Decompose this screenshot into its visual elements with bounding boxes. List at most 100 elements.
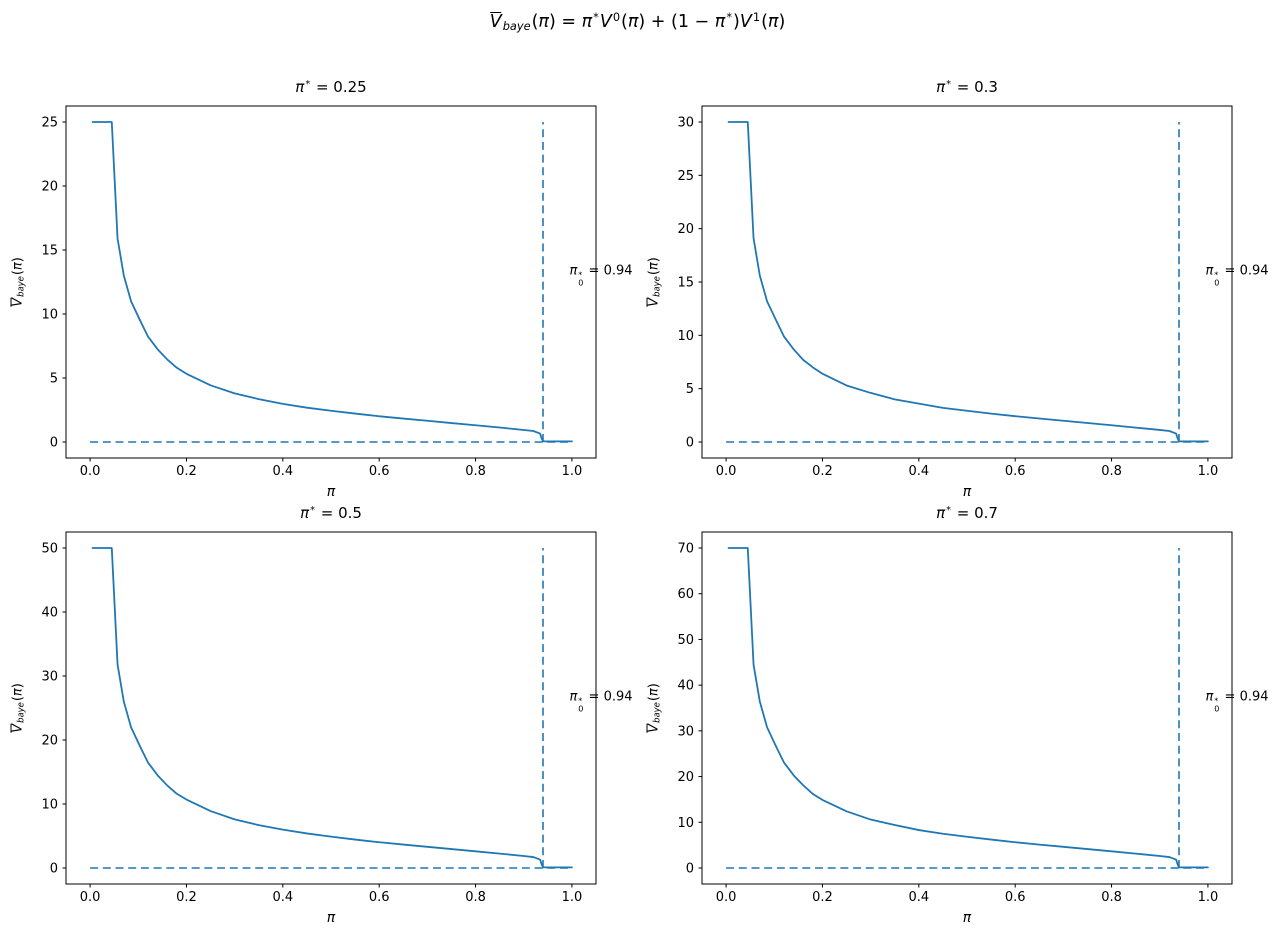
y-tick-label: 25 (677, 169, 694, 184)
math-token: = 0.94 (1220, 262, 1269, 278)
x-tick-label: 0.4 (272, 890, 293, 905)
y-tick-label: 0 (50, 436, 58, 451)
math-token: = 0.25 (311, 78, 367, 96)
math-token: π (581, 12, 593, 32)
math-token: baye (651, 702, 662, 723)
math-token: 1 (752, 9, 761, 24)
axes-box (701, 105, 1233, 459)
x-tick-label: 1.0 (562, 890, 583, 905)
y-tick-label: 30 (41, 670, 58, 685)
math-token: V (489, 12, 502, 32)
axes-box (701, 531, 1233, 885)
math-token: ) (778, 12, 786, 32)
math-token: ) (646, 257, 662, 263)
math-token: * 0 (1214, 696, 1220, 714)
y-axis-label: Vbaye(π) (10, 683, 26, 733)
math-token: * (946, 78, 951, 90)
math-token: ) + (1 − (638, 12, 715, 32)
x-tick-label: 0.0 (80, 890, 101, 905)
value-curve (727, 121, 1209, 443)
math-token: baye (15, 276, 26, 297)
y-tick-label: 0 (686, 862, 694, 877)
subplot-2: 0.0 0.2 0.4 0.6 0.8 1.0 0 5 10 15 20 25 30 (677, 105, 1233, 479)
math-token: * (310, 504, 315, 516)
math-token: * 0 (1214, 270, 1220, 288)
y-tick-label: 30 (677, 724, 694, 739)
x-tick-label: 1.0 (1198, 464, 1219, 479)
math-token: π (326, 484, 336, 500)
subplot-title: π* = 0.5 (300, 504, 362, 522)
subplot-1: 0.0 0.2 0.4 0.6 0.8 1.0 0 5 10 15 20 25 (41, 105, 597, 479)
math-token: π (962, 484, 972, 500)
subplot-title: π* = 0.7 (936, 504, 998, 522)
x-tick-label: 0.8 (465, 464, 486, 479)
math-token: π (10, 688, 26, 697)
threshold-annotation: π * 0 = 0.94 (1205, 263, 1268, 288)
math-token: π (714, 12, 726, 32)
math-token: V (599, 12, 612, 32)
math-token: = 0.94 (584, 688, 633, 704)
math-token: ) = (548, 12, 582, 32)
math-token: π (569, 688, 578, 704)
x-tick-label: 0.6 (1005, 890, 1026, 905)
math-token: π (569, 262, 578, 278)
y-tick-label: 25 (41, 116, 58, 131)
axes-box (65, 105, 597, 459)
y-tick-label: 50 (677, 633, 694, 648)
x-tick-label: 0.6 (369, 890, 390, 905)
x-tick-label: 0.8 (465, 890, 486, 905)
x-tick-label: 0.6 (369, 464, 390, 479)
x-tick-label: 0.8 (1101, 464, 1122, 479)
y-tick-label: 20 (677, 770, 694, 785)
y-tick-label: 10 (41, 308, 58, 323)
math-token: π (295, 78, 305, 96)
subplot-title: π* = 0.25 (295, 78, 366, 96)
x-tick-label: 0.4 (908, 890, 929, 905)
math-token: 0 (612, 9, 621, 24)
math-token: ) (733, 12, 740, 32)
math-token: = 0.5 (315, 504, 362, 522)
y-axis-label: Vbaye(π) (10, 257, 26, 307)
math-token: V (739, 12, 752, 32)
math-token: π (936, 78, 946, 96)
x-tick-label: 1.0 (562, 464, 583, 479)
math-token: V (646, 297, 662, 307)
value-curve (91, 547, 573, 869)
x-axis-label: π (327, 484, 335, 500)
y-tick-label: 15 (41, 244, 58, 259)
math-token: = 0.94 (584, 262, 633, 278)
y-axis-label: Vbaye(π) (646, 683, 662, 733)
y-tick-label: 20 (677, 222, 694, 237)
threshold-annotation: π * 0 = 0.94 (1205, 689, 1268, 714)
math-token: π (627, 12, 639, 32)
y-tick-label: 70 (677, 542, 694, 557)
math-token: * (305, 78, 311, 90)
math-token: baye (502, 19, 531, 34)
y-tick-label: 40 (41, 606, 58, 621)
math-token: π (326, 910, 336, 926)
y-tick-label: 0 (686, 436, 694, 451)
x-tick-label: 0.0 (80, 464, 101, 479)
figure-suptitle: Vbaye(π) = π*V0(π) + (1 − π*)V1(π) (489, 9, 786, 34)
math-token: π (646, 262, 662, 271)
math-token: = 0.94 (1220, 688, 1269, 704)
x-tick-label: 0.2 (812, 890, 833, 905)
subplot-3: 0.0 0.2 0.4 0.6 0.8 1.0 0 10 20 30 40 50 (41, 531, 597, 905)
y-tick-label: 10 (677, 329, 694, 344)
y-tick-label: 10 (41, 798, 58, 813)
y-tick-label: 40 (677, 679, 694, 694)
math-token: π (936, 504, 946, 522)
y-tick-label: 20 (41, 734, 58, 749)
subplot-title: π* = 0.3 (936, 78, 998, 96)
x-axis-label: π (963, 910, 971, 926)
math-token: ( (621, 12, 628, 32)
y-tick-label: 5 (686, 382, 694, 397)
x-tick-label: 0.2 (176, 890, 197, 905)
y-tick-label: 5 (50, 372, 58, 387)
math-token: = 0.3 (951, 78, 998, 96)
math-token: π (962, 910, 972, 926)
math-token: π (300, 504, 310, 522)
x-tick-label: 0.4 (908, 464, 929, 479)
threshold-annotation: π * 0 = 0.94 (569, 689, 632, 714)
